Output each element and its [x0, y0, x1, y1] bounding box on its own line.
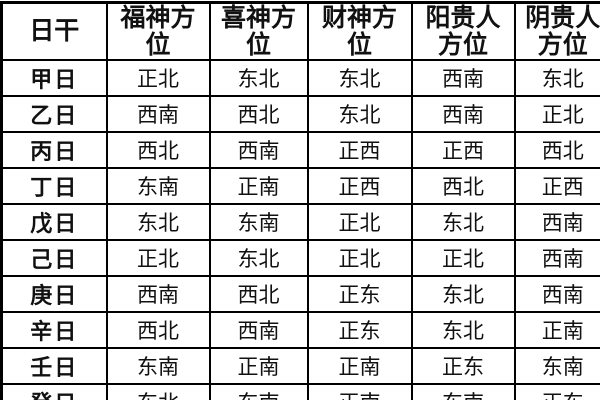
direction-cell: 正北 [105, 239, 211, 277]
direction-cell: 正北 [105, 59, 211, 97]
table-row: 己日 正北 东北 正北 正北 西南 [0, 239, 600, 277]
direction-cell: 东南 [513, 347, 600, 385]
direction-cell: 东南 [208, 203, 309, 241]
direction-cell: 正北 [410, 239, 516, 277]
direction-cell: 西南 [105, 95, 211, 133]
direction-cell: 西南 [410, 95, 516, 133]
day-stem-cell: 乙日 [0, 95, 108, 133]
direction-cell: 正西 [410, 131, 516, 169]
direction-cell: 正南 [306, 383, 413, 400]
direction-cell: 正西 [306, 131, 413, 169]
day-stem-cell: 辛日 [0, 311, 108, 349]
day-stem-cell: 癸日 [0, 383, 108, 400]
day-stem-cell: 己日 [0, 239, 108, 277]
direction-cell: 西南 [410, 59, 516, 97]
direction-cell: 正南 [208, 347, 309, 385]
table-row: 庚日 西南 西北 正东 东北 西南 [0, 275, 600, 313]
table-row: 乙日 西南 西北 东北 西南 正北 [0, 95, 600, 133]
table-row: 辛日 西北 西南 正东 东北 正南 [0, 311, 600, 349]
direction-cell: 正东 [513, 383, 600, 400]
direction-cell: 正西 [306, 167, 413, 205]
column-header-joy-god: 喜神方位 [208, 1, 309, 61]
table-row: 丁日 东南 正南 正西 西北 正西 [0, 167, 600, 205]
direction-cell: 东北 [306, 59, 413, 97]
direction-cell: 东北 [306, 95, 413, 133]
direction-cell: 正东 [410, 347, 516, 385]
table-row: 癸日 东北 东南 正南 东南 正东 [0, 383, 600, 400]
table-row: 壬日 东南 正南 正南 正东 东南 [0, 347, 600, 385]
direction-cell: 西北 [208, 275, 309, 313]
table-row: 戊日 东北 东南 正北 东北 西南 [0, 203, 600, 241]
direction-cell: 东北 [513, 59, 600, 97]
direction-cell: 西北 [513, 131, 600, 169]
direction-cell: 正西 [513, 167, 600, 205]
direction-cell: 东南 [105, 347, 211, 385]
day-stem-cell: 庚日 [0, 275, 108, 313]
direction-cell: 正南 [513, 311, 600, 349]
direction-cell: 西北 [105, 131, 211, 169]
direction-cell: 正北 [513, 95, 600, 133]
direction-cell: 东北 [208, 239, 309, 277]
direction-cell: 东北 [208, 59, 309, 97]
direction-cell: 西北 [410, 167, 516, 205]
table-row: 甲日 正北 东北 东北 西南 东北 [0, 59, 600, 97]
day-stem-cell: 壬日 [0, 347, 108, 385]
direction-cell: 东北 [410, 275, 516, 313]
day-stem-cell: 戊日 [0, 203, 108, 241]
direction-cell: 西北 [105, 311, 211, 349]
column-header-yin-noble: 阴贵人方位 [513, 1, 600, 61]
column-header-wealth-god: 财神方位 [306, 1, 413, 61]
header-row: 日干 福神方位 喜神方位 财神方位 阳贵人方位 阴贵人方位 [0, 1, 600, 61]
table-row: 丙日 西北 西南 正西 正西 西北 [0, 131, 600, 169]
direction-cell: 正东 [306, 311, 413, 349]
column-header-fortune-god: 福神方位 [105, 1, 211, 61]
direction-cell: 东北 [105, 383, 211, 400]
direction-cell: 正南 [306, 347, 413, 385]
direction-cell: 西北 [208, 95, 309, 133]
direction-cell: 东南 [410, 383, 516, 400]
direction-cell: 西南 [513, 203, 600, 241]
direction-cell: 西南 [208, 311, 309, 349]
direction-cell: 西南 [208, 131, 309, 169]
direction-cell: 西南 [513, 239, 600, 277]
direction-cell: 正北 [306, 203, 413, 241]
day-stem-cell: 丙日 [0, 131, 108, 169]
direction-cell: 东北 [410, 203, 516, 241]
day-stem-cell: 丁日 [0, 167, 108, 205]
direction-cell: 正东 [306, 275, 413, 313]
direction-cell: 东北 [105, 203, 211, 241]
direction-cell: 西南 [105, 275, 211, 313]
column-header-yang-noble: 阳贵人方位 [410, 1, 516, 61]
day-stem-cell: 甲日 [0, 59, 108, 97]
direction-cell: 东南 [105, 167, 211, 205]
direction-cell: 东北 [410, 311, 516, 349]
direction-cell: 东南 [208, 383, 309, 400]
column-header-day-stem: 日干 [0, 1, 108, 61]
direction-cell: 正南 [208, 167, 309, 205]
direction-cell: 西南 [513, 275, 600, 313]
direction-cell: 正北 [306, 239, 413, 277]
